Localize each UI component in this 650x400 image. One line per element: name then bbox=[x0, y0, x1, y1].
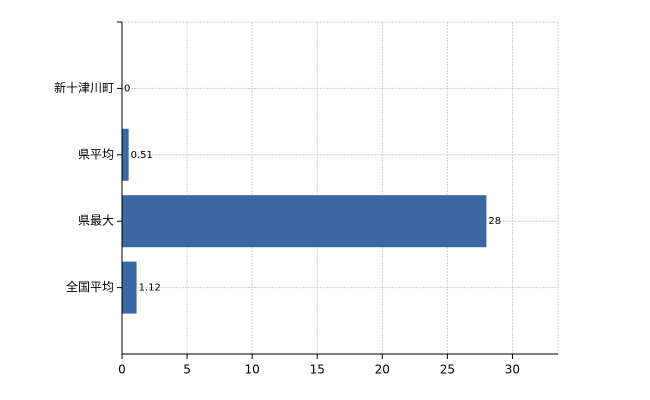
bar bbox=[122, 261, 137, 314]
bar bbox=[122, 128, 129, 181]
x-tick-label: 0 bbox=[118, 363, 126, 377]
value-label: 0.51 bbox=[131, 150, 153, 161]
x-tick-label: 25 bbox=[440, 363, 455, 377]
y-tick-label: 新十津川町 bbox=[54, 80, 114, 95]
value-label: 1.12 bbox=[139, 283, 161, 294]
x-tick-label: 30 bbox=[505, 363, 520, 377]
y-tick-label: 全国平均 bbox=[66, 279, 114, 294]
x-tick-label: 5 bbox=[183, 363, 191, 377]
x-tick-label: 15 bbox=[310, 363, 325, 377]
x-tick-label: 10 bbox=[245, 363, 260, 377]
value-label: 28 bbox=[488, 216, 501, 227]
bar bbox=[122, 195, 487, 248]
x-tick-label: 20 bbox=[375, 363, 390, 377]
value-label: 0 bbox=[124, 83, 130, 94]
y-tick-label: 県平均 bbox=[78, 147, 114, 161]
y-tick-label: 県最大 bbox=[78, 214, 114, 228]
